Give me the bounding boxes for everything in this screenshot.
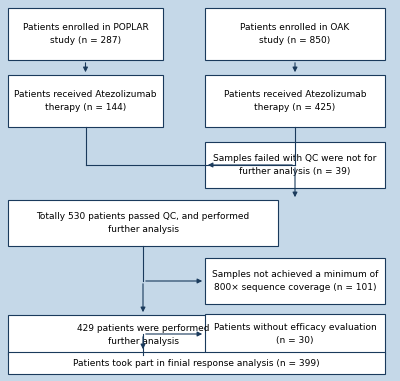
Bar <box>205 314 385 354</box>
Bar <box>8 200 278 246</box>
Text: Patients received Atezolizumab
therapy (n = 144): Patients received Atezolizumab therapy (… <box>14 90 157 112</box>
Bar <box>205 8 385 60</box>
Text: Samples failed with QC were not for
further analysis (n = 39): Samples failed with QC were not for furt… <box>213 154 377 176</box>
Bar <box>8 8 163 60</box>
Bar <box>205 258 385 304</box>
Bar <box>8 315 278 355</box>
Text: 429 patients were performed
further analysis: 429 patients were performed further anal… <box>77 325 209 346</box>
Text: Patients took part in finial response analysis (n = 399): Patients took part in finial response an… <box>73 359 320 368</box>
Text: Patients without efficacy evaluation
(n = 30): Patients without efficacy evaluation (n … <box>214 323 376 344</box>
Bar <box>8 352 385 374</box>
Text: Patients enrolled in OAK
study (n = 850): Patients enrolled in OAK study (n = 850) <box>240 23 350 45</box>
Bar <box>8 75 163 127</box>
Text: Patients enrolled in POPLAR
study (n = 287): Patients enrolled in POPLAR study (n = 2… <box>23 23 148 45</box>
Text: Patients received Atezolizumab
therapy (n = 425): Patients received Atezolizumab therapy (… <box>224 90 366 112</box>
Text: Totally 530 patients passed QC, and performed
further analysis: Totally 530 patients passed QC, and perf… <box>36 213 250 234</box>
Text: Samples not achieved a minimum of
800× sequence coverage (n = 101): Samples not achieved a minimum of 800× s… <box>212 271 378 291</box>
Bar <box>205 75 385 127</box>
Bar <box>205 142 385 188</box>
